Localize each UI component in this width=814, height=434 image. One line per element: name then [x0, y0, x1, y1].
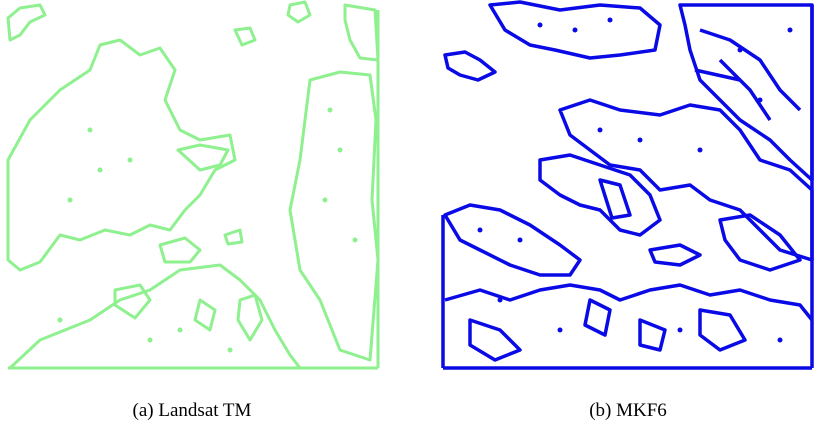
panel-b-image [441, 0, 814, 370]
caption: (a) Landsat TM [133, 400, 252, 421]
caption: (b) MKF6 [589, 400, 667, 421]
panel-a-image [6, 0, 380, 370]
